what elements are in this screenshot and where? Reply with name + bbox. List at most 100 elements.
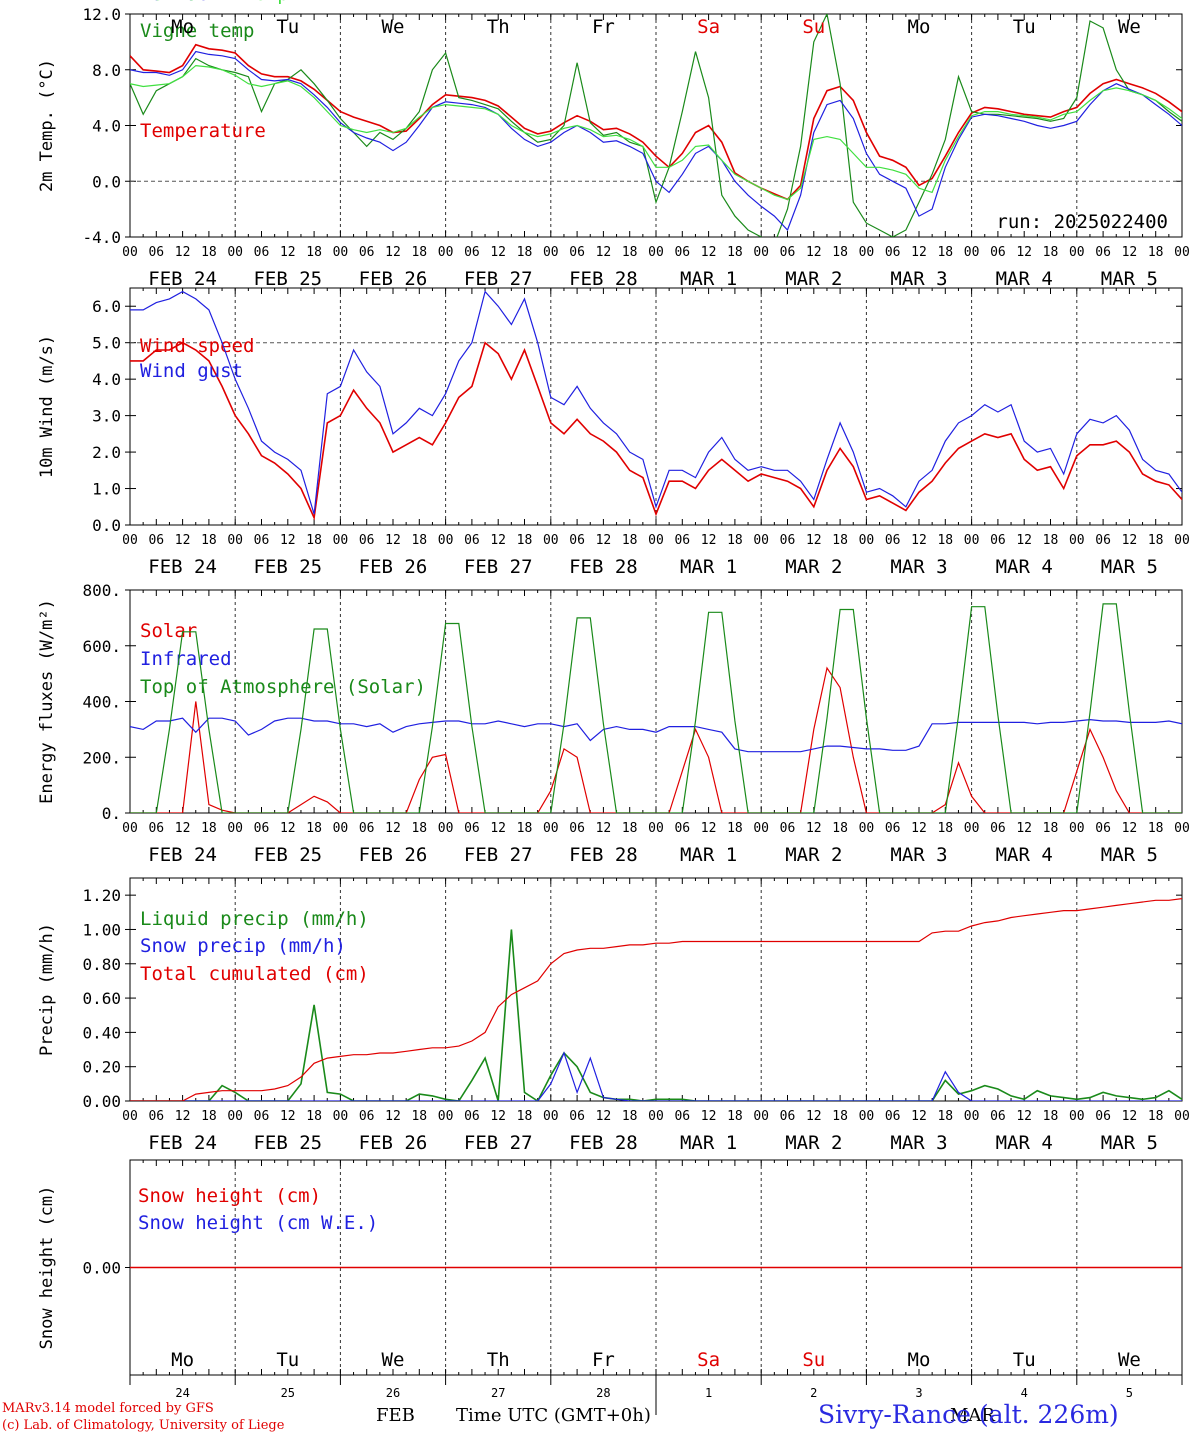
hour-label: 12 — [1016, 533, 1032, 548]
y-tick-label: 0.40 — [82, 1023, 121, 1042]
date-label: FEB 25 — [253, 844, 322, 866]
hour-label: 00 — [333, 533, 349, 548]
hour-label: 00 — [859, 533, 875, 548]
hour-label: 00 — [859, 245, 875, 260]
date-label: MAR 3 — [890, 1132, 947, 1154]
y-tick-label: 1.00 — [82, 920, 121, 939]
day-number: 24 — [175, 1386, 189, 1400]
date-label: FEB 27 — [464, 268, 533, 290]
hour-label: 18 — [201, 533, 217, 548]
hour-label: 12 — [385, 533, 401, 548]
hour-label: 18 — [832, 821, 848, 836]
hour-label: 12 — [280, 245, 296, 260]
hour-label: 06 — [885, 821, 901, 836]
legend-entry: Infrared — [140, 648, 232, 670]
hour-label: 06 — [359, 245, 375, 260]
y-axis-label: 2m Temp. (°C) — [37, 59, 57, 192]
date-label: FEB 27 — [464, 556, 533, 578]
y-tick-label: -4.0 — [82, 228, 121, 247]
hour-label: 18 — [622, 821, 638, 836]
hour-label: 18 — [1043, 245, 1059, 260]
hour-label: 12 — [1122, 1109, 1138, 1124]
hour-label: 18 — [411, 245, 427, 260]
plot-frame — [129, 589, 1183, 814]
date-label: FEB 28 — [569, 556, 638, 578]
hour-label: 18 — [201, 1109, 217, 1124]
y-tick-label: 3.0 — [92, 407, 121, 426]
hour-label: 00 — [964, 245, 980, 260]
day-name: Sa — [697, 16, 720, 38]
date-label: FEB 25 — [253, 1132, 322, 1154]
hour-label: 06 — [780, 821, 796, 836]
hour-label: 00 — [648, 1109, 664, 1124]
day-name: Tu — [1013, 16, 1036, 38]
hour-label: 18 — [306, 245, 322, 260]
station-label: Sivry-Rance (alt. 226m) — [818, 1400, 1119, 1429]
series-line-snow-precip-mm-h- — [130, 1051, 1182, 1101]
hour-label: 06 — [254, 533, 270, 548]
y-tick-label: 0.80 — [82, 955, 121, 974]
hour-label: 12 — [806, 821, 822, 836]
hour-label: 00 — [543, 1109, 559, 1124]
plot-frame — [129, 287, 1183, 526]
hour-label: 06 — [569, 533, 585, 548]
hour-label: 00 — [753, 245, 769, 260]
hour-label: 18 — [622, 1109, 638, 1124]
hour-label: 12 — [596, 1109, 612, 1124]
day-number: 3 — [915, 1386, 922, 1400]
panel-2: 0.0 1.0 2.0 3.0 4.0 5.0 6.0 10m Wind (m/s) Wind … — [37, 287, 1190, 578]
hour-label: 00 — [1069, 533, 1085, 548]
date-label: FEB 27 — [464, 844, 533, 866]
y-axis-label: Energy fluxes (W/m²) — [37, 599, 57, 804]
date-label: FEB 26 — [359, 556, 428, 578]
legend-entry: Humidex — [140, 0, 220, 5]
date-label: MAR 5 — [1101, 1132, 1158, 1154]
y-tick-label: 0.0 — [92, 516, 121, 535]
hour-label: 06 — [148, 1109, 164, 1124]
hour-label: 06 — [359, 1109, 375, 1124]
day-number: 28 — [596, 1386, 610, 1400]
hour-label: 12 — [1122, 821, 1138, 836]
lab-line: (c) Lab. of Climatology, University of L… — [2, 1418, 285, 1433]
y-tick-label: 0.20 — [82, 1058, 121, 1077]
hour-label: 18 — [517, 821, 533, 836]
hour-label: 12 — [911, 1109, 927, 1124]
hour-label: 18 — [832, 533, 848, 548]
date-label: MAR 1 — [680, 844, 737, 866]
model-credit: MARv3.14 model forced by GFS (c) Lab. of… — [2, 1400, 284, 1434]
y-tick-label: 8.0 — [92, 61, 121, 80]
legend-entry: Temperature — [140, 120, 266, 142]
y-axis-label: 10m Wind (m/s) — [37, 335, 57, 478]
hour-label: 18 — [411, 533, 427, 548]
hour-label: 12 — [911, 245, 927, 260]
day-name: Mo — [908, 1349, 931, 1371]
date-label: MAR 2 — [785, 556, 842, 578]
hour-label: 18 — [306, 821, 322, 836]
hour-label: 06 — [674, 245, 690, 260]
hour-label: 12 — [385, 821, 401, 836]
hour-label: 00 — [333, 245, 349, 260]
hour-label: 06 — [1095, 821, 1111, 836]
hour-label: 00 — [648, 821, 664, 836]
day-name: We — [382, 1349, 405, 1371]
hour-label: 12 — [806, 1109, 822, 1124]
hour-label: 06 — [359, 533, 375, 548]
hour-label: 12 — [701, 245, 717, 260]
hour-label: 06 — [674, 533, 690, 548]
legend-entry: Vigne temp — [140, 20, 254, 42]
date-label: FEB 25 — [253, 268, 322, 290]
date-label: MAR 1 — [680, 556, 737, 578]
hour-label: 18 — [937, 245, 953, 260]
date-label: MAR 4 — [996, 1132, 1053, 1154]
day-number: 26 — [386, 1386, 400, 1400]
date-label: MAR 3 — [890, 844, 947, 866]
day-name: Su — [802, 1349, 825, 1371]
hour-label: 18 — [201, 821, 217, 836]
day-name: Tu — [276, 1349, 299, 1371]
hour-label: 12 — [175, 245, 191, 260]
date-label: MAR 4 — [996, 844, 1053, 866]
hour-label: 06 — [569, 821, 585, 836]
hour-label: 00 — [648, 533, 664, 548]
hour-label: 06 — [990, 821, 1006, 836]
hour-label: 18 — [1043, 533, 1059, 548]
